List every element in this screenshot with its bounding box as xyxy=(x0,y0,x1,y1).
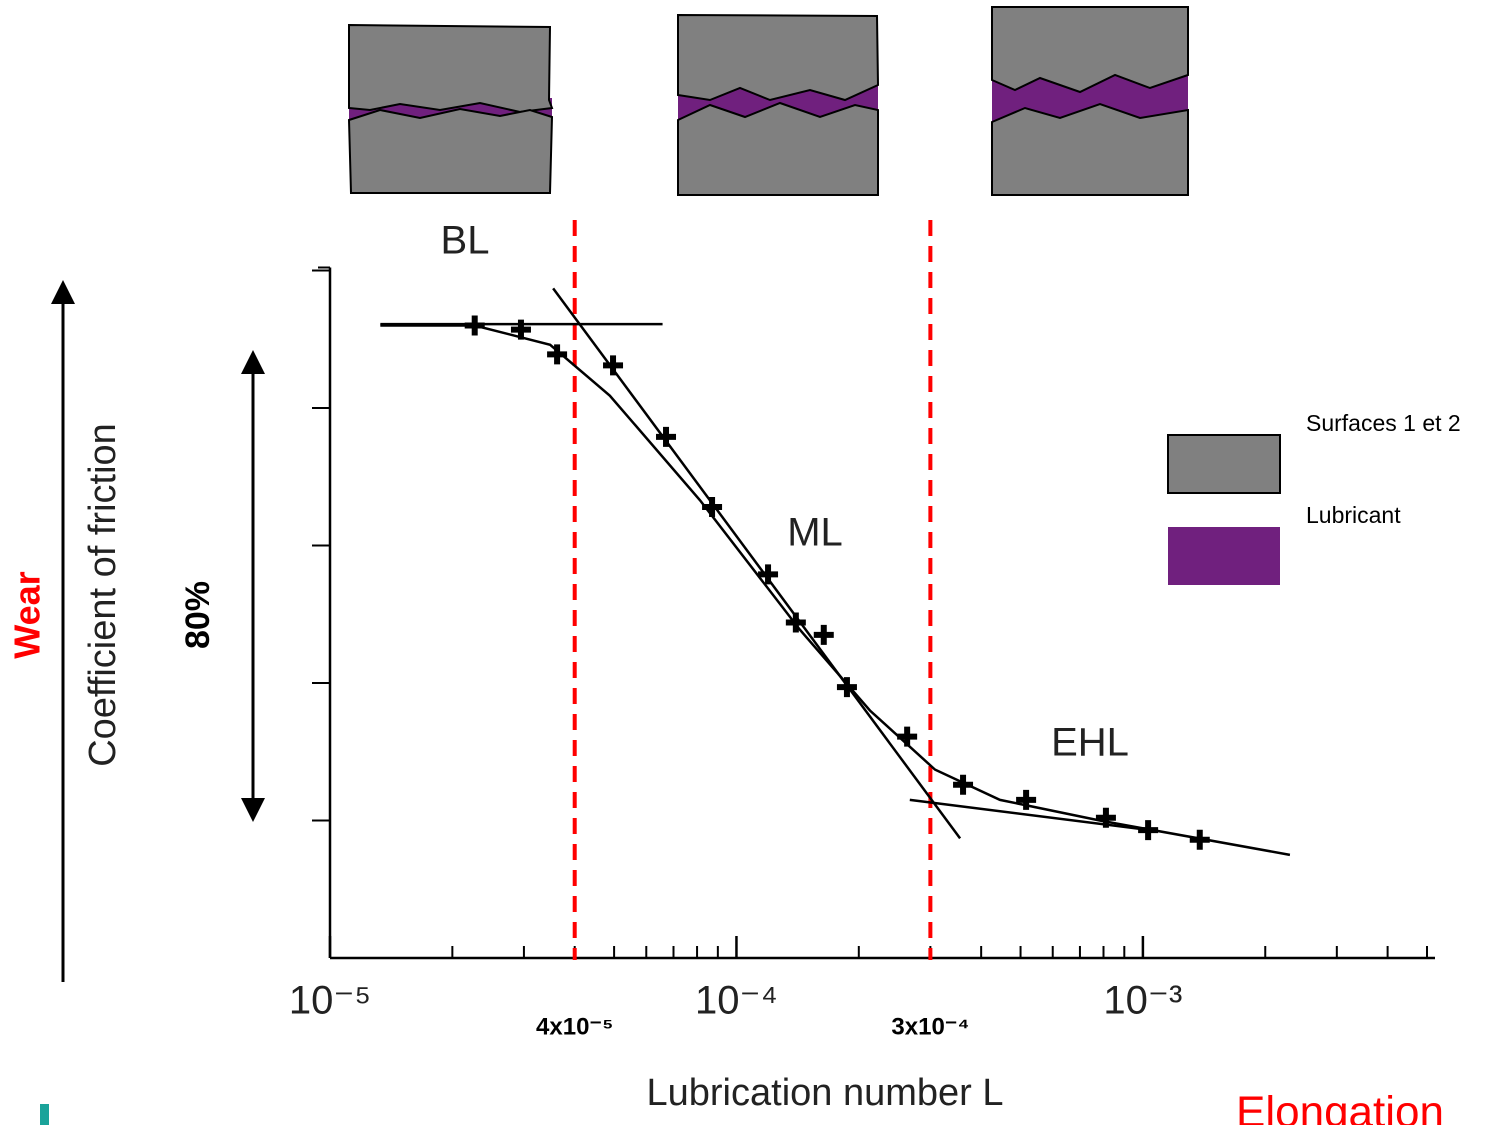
legend-label: Lubricant xyxy=(1306,502,1401,528)
data-point xyxy=(1095,807,1116,828)
fit-line xyxy=(909,798,1150,832)
x-tick-label: 10⁻⁴ xyxy=(695,979,778,1023)
wear-label: Wear xyxy=(7,571,48,658)
data-point xyxy=(603,355,624,376)
surface xyxy=(991,102,1189,196)
x-tick-label: 10⁻⁵ xyxy=(289,979,371,1023)
data-point xyxy=(464,315,485,336)
data-point xyxy=(1016,789,1037,810)
slide-bullet xyxy=(40,1104,49,1125)
data-point xyxy=(1138,820,1159,841)
regime-limit-label: 3x10⁻⁴ xyxy=(891,1013,969,1040)
y-axis-label: Coefficient of friction xyxy=(82,423,124,767)
data-point xyxy=(1189,829,1210,850)
surface xyxy=(677,101,879,196)
x-tick-label: 10⁻³ xyxy=(1103,979,1182,1023)
range-label: 80% xyxy=(179,581,217,649)
fit-line xyxy=(380,324,1291,857)
data-point xyxy=(813,624,834,645)
data-point xyxy=(785,612,806,633)
elongation-label: Elongation xyxy=(1236,1088,1444,1125)
regime-label: BL xyxy=(441,219,490,263)
surface xyxy=(991,6,1189,94)
regime-label: EHL xyxy=(1051,721,1129,765)
regime-limit-label: 4x10⁻⁵ xyxy=(536,1013,613,1040)
data-point xyxy=(897,726,918,747)
data-point xyxy=(547,344,568,365)
surface-diagrams xyxy=(347,6,1189,196)
surface xyxy=(348,23,554,114)
x-axis-label: Lubrication number L xyxy=(647,1072,1004,1114)
data-point xyxy=(953,774,974,795)
legend-label: Surfaces 1 et 2 xyxy=(1306,410,1461,436)
regime-label: ML xyxy=(787,511,843,555)
legend-swatch xyxy=(1167,434,1281,494)
data-point xyxy=(656,426,677,447)
data-point xyxy=(758,564,779,585)
fit-line xyxy=(552,287,962,840)
surface xyxy=(347,107,554,194)
surface xyxy=(677,13,880,102)
legend-swatch xyxy=(1168,527,1280,585)
data-point xyxy=(702,497,723,517)
data-point xyxy=(836,677,857,698)
data-point xyxy=(510,319,531,340)
